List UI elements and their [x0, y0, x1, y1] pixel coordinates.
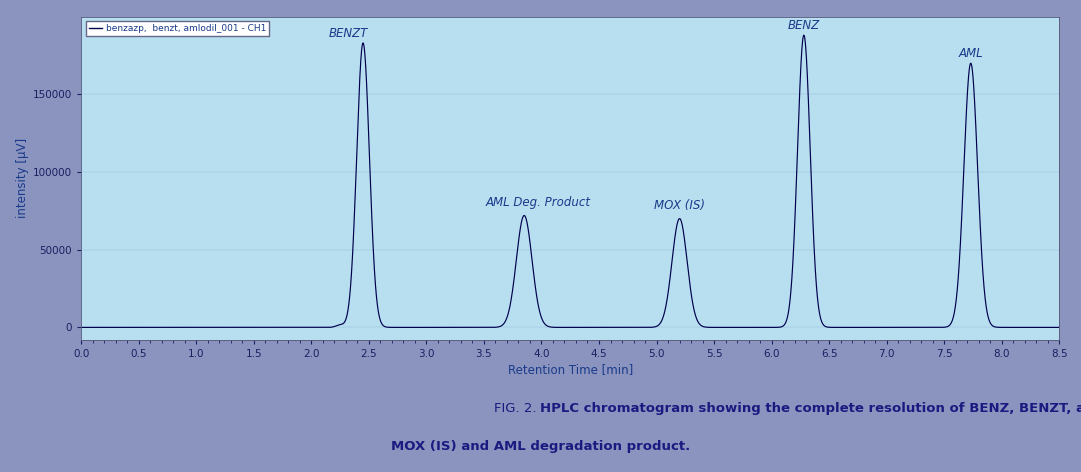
Text: MOX (IS) and AML degradation product.: MOX (IS) and AML degradation product.	[391, 439, 690, 453]
Text: AML Deg. Product: AML Deg. Product	[485, 196, 590, 209]
X-axis label: Retention Time [min]: Retention Time [min]	[508, 363, 632, 376]
Text: BENZ: BENZ	[788, 19, 819, 32]
Legend: benzazp,  benzt, amlodil_001 - CH1: benzazp, benzt, amlodil_001 - CH1	[85, 21, 269, 36]
Text: MOX (IS): MOX (IS)	[654, 199, 705, 212]
Text: BENZT: BENZT	[329, 27, 368, 40]
Y-axis label: intensity [µV]: intensity [µV]	[15, 138, 28, 218]
Text: HPLC chromatogram showing the complete resolution of BENZ, BENZT, and AML (80 μg: HPLC chromatogram showing the complete r…	[540, 402, 1081, 415]
Text: AML: AML	[959, 47, 983, 60]
Text: FIG. 2.: FIG. 2.	[494, 402, 540, 415]
